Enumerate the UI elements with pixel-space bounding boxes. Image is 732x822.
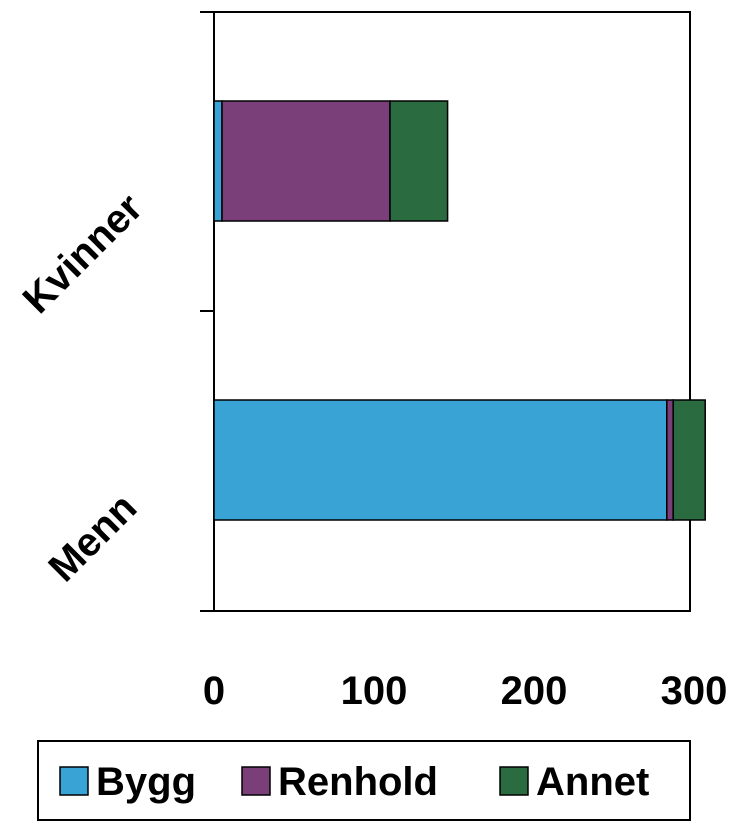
x-tick-label: 0 (203, 669, 225, 713)
bar-kvinner-bygg (213, 100, 223, 222)
bar-menn-renhold (666, 399, 674, 521)
legend: Bygg Renhold Annet (37, 740, 691, 821)
x-tick-label: 300 (661, 669, 728, 713)
legend-swatch-annet (499, 766, 529, 796)
legend-label-annet: Annet (536, 760, 649, 804)
x-axis-tick-labels: 0 100 200 300 (203, 669, 728, 713)
category-label-kvinner: Kvinner (15, 186, 151, 322)
legend-swatch-bygg (59, 766, 89, 796)
plot-area (200, 11, 706, 612)
x-tick-label: 100 (341, 669, 408, 713)
category-labels: Kvinner Menn (15, 186, 151, 591)
bar-kvinner-renhold (221, 100, 391, 222)
legend-swatch-renhold (241, 766, 271, 796)
legend-label-bygg: Bygg (96, 760, 196, 804)
bar-menn-annet (672, 399, 706, 521)
legend-label-renhold: Renhold (278, 760, 438, 804)
x-tick-label: 200 (501, 669, 568, 713)
bar-menn-bygg (213, 399, 668, 521)
bar-kvinner-annet (389, 100, 449, 222)
legend-frame (37, 740, 691, 821)
category-label-menn: Menn (40, 485, 145, 590)
bars (213, 100, 706, 521)
